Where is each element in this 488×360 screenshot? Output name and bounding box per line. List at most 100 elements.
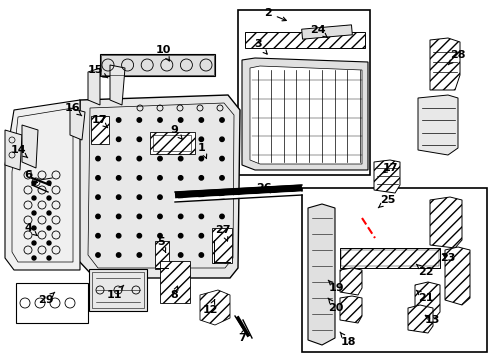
Text: 2: 2 <box>264 8 285 21</box>
Bar <box>153 135 191 151</box>
Circle shape <box>219 214 224 219</box>
Polygon shape <box>70 108 85 140</box>
Text: 9: 9 <box>170 125 182 140</box>
Polygon shape <box>307 204 334 345</box>
Polygon shape <box>373 160 399 193</box>
Text: 19: 19 <box>327 280 343 293</box>
Polygon shape <box>414 282 439 318</box>
Circle shape <box>96 176 100 180</box>
Bar <box>212 228 231 262</box>
Text: 10: 10 <box>155 45 170 61</box>
Circle shape <box>137 176 141 180</box>
Bar <box>339 248 439 268</box>
Circle shape <box>199 234 203 238</box>
Text: 21: 21 <box>415 290 433 303</box>
Bar <box>244 32 364 48</box>
Text: 11: 11 <box>106 285 123 300</box>
Text: 6: 6 <box>24 170 37 183</box>
Circle shape <box>47 241 51 245</box>
Circle shape <box>158 137 162 141</box>
Polygon shape <box>242 58 367 170</box>
Circle shape <box>178 176 183 180</box>
Bar <box>92 272 143 308</box>
Circle shape <box>116 195 121 199</box>
Circle shape <box>219 176 224 180</box>
Text: 28: 28 <box>447 50 465 65</box>
Bar <box>238 10 369 175</box>
Text: 13: 13 <box>424 315 439 325</box>
Polygon shape <box>5 130 22 170</box>
Text: 18: 18 <box>339 332 355 347</box>
Polygon shape <box>407 305 432 333</box>
Circle shape <box>32 226 36 230</box>
Circle shape <box>116 214 121 219</box>
Polygon shape <box>110 65 125 105</box>
Circle shape <box>137 234 141 238</box>
Circle shape <box>137 137 141 141</box>
Polygon shape <box>5 100 80 270</box>
Text: 20: 20 <box>327 298 343 313</box>
Text: 22: 22 <box>415 264 433 277</box>
Text: 26: 26 <box>256 183 271 193</box>
Circle shape <box>199 137 203 141</box>
Circle shape <box>137 214 141 219</box>
Text: 27: 27 <box>215 225 230 241</box>
Bar <box>91 116 109 144</box>
Circle shape <box>178 234 183 238</box>
Circle shape <box>116 156 121 161</box>
Text: 12: 12 <box>202 300 217 315</box>
Bar <box>302 188 486 352</box>
Circle shape <box>158 214 162 219</box>
Circle shape <box>116 118 121 122</box>
Circle shape <box>32 256 36 260</box>
Circle shape <box>199 195 203 199</box>
Circle shape <box>158 156 162 161</box>
Bar <box>340 250 438 266</box>
Text: 3: 3 <box>254 39 266 54</box>
Text: 24: 24 <box>309 25 327 38</box>
Circle shape <box>96 234 100 238</box>
Text: 8: 8 <box>170 286 178 300</box>
Text: 29: 29 <box>38 292 55 305</box>
Circle shape <box>96 156 100 161</box>
Circle shape <box>96 118 100 122</box>
Circle shape <box>96 195 100 199</box>
Text: 25: 25 <box>378 195 395 208</box>
Circle shape <box>178 214 183 219</box>
Polygon shape <box>88 68 100 105</box>
Text: 17: 17 <box>91 115 107 128</box>
Circle shape <box>96 137 100 141</box>
Text: 23: 23 <box>439 253 455 263</box>
Circle shape <box>137 253 141 257</box>
Circle shape <box>96 214 100 219</box>
Circle shape <box>219 156 224 161</box>
Circle shape <box>158 176 162 180</box>
Circle shape <box>47 196 51 200</box>
Circle shape <box>158 118 162 122</box>
Circle shape <box>199 214 203 219</box>
Text: 5: 5 <box>157 237 165 252</box>
Circle shape <box>158 195 162 199</box>
Circle shape <box>137 156 141 161</box>
Circle shape <box>178 156 183 161</box>
Circle shape <box>219 118 224 122</box>
Bar <box>155 241 169 269</box>
Circle shape <box>219 195 224 199</box>
Circle shape <box>158 234 162 238</box>
Bar <box>89 269 147 311</box>
Circle shape <box>96 253 100 257</box>
Polygon shape <box>339 268 361 295</box>
Circle shape <box>116 176 121 180</box>
Circle shape <box>47 256 51 260</box>
Polygon shape <box>22 125 38 168</box>
Circle shape <box>32 196 36 200</box>
Circle shape <box>178 253 183 257</box>
Circle shape <box>116 253 121 257</box>
Bar <box>160 261 190 303</box>
Text: 1: 1 <box>198 143 206 159</box>
Polygon shape <box>417 95 457 155</box>
Text: 7: 7 <box>238 329 245 343</box>
Polygon shape <box>249 66 361 164</box>
Circle shape <box>32 211 36 215</box>
Circle shape <box>178 195 183 199</box>
